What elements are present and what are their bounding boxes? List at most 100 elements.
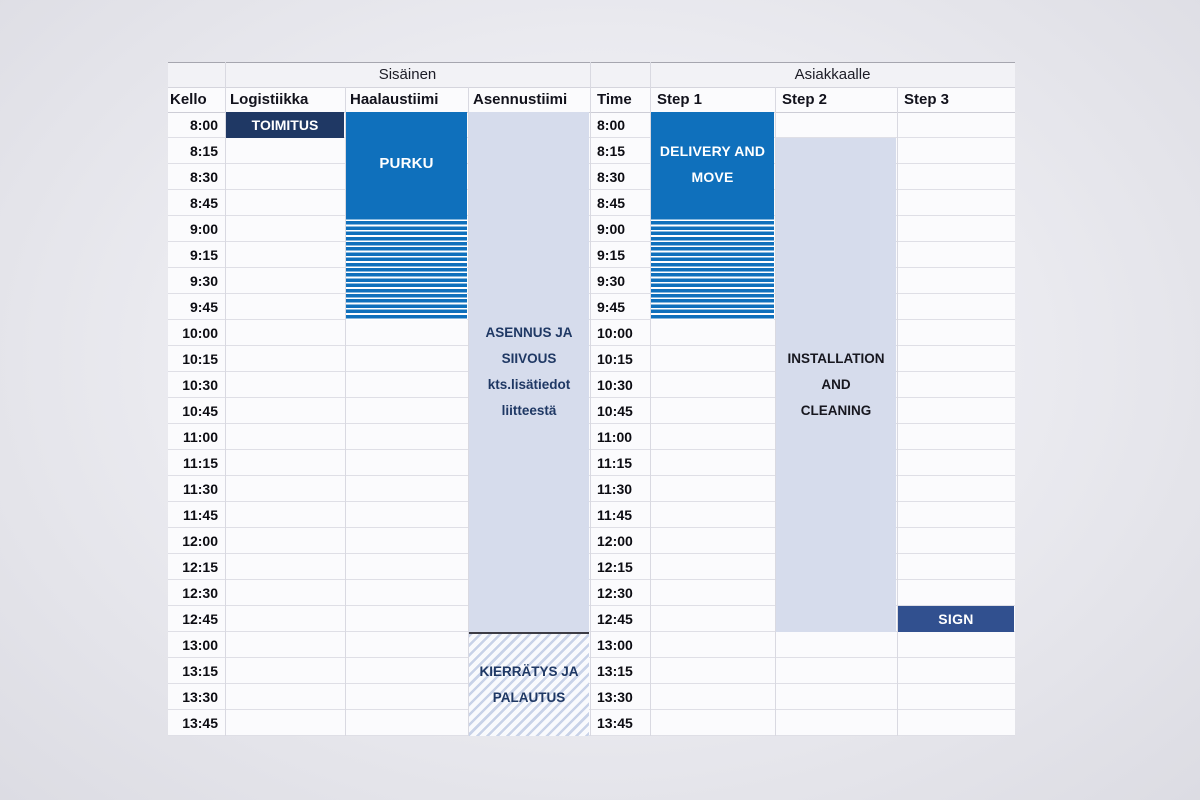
kello-time-cell[interactable]: 8:45 bbox=[189, 195, 218, 211]
time-cell[interactable]: 13:15 bbox=[597, 663, 633, 679]
kello-time-cell[interactable]: 9:00 bbox=[189, 221, 218, 237]
event-label-line: TOIMITUS bbox=[251, 117, 319, 133]
kello-time-cell[interactable]: 11:30 bbox=[182, 481, 218, 497]
event-label-line: AND bbox=[821, 377, 851, 392]
column-gridline bbox=[897, 87, 898, 736]
time-cell[interactable]: 10:30 bbox=[597, 377, 633, 393]
kello-time-cell[interactable]: 12:15 bbox=[182, 559, 218, 575]
event-label-line: PURKU bbox=[379, 155, 434, 172]
kello-time-cell[interactable]: 11:15 bbox=[182, 455, 218, 471]
event-label-line: SIIVOUS bbox=[501, 351, 557, 366]
time-cell[interactable]: 9:45 bbox=[597, 299, 626, 315]
time-cell[interactable]: 11:15 bbox=[597, 455, 633, 471]
time-cell[interactable]: 12:00 bbox=[597, 533, 633, 549]
column-header-haalaustiimi[interactable]: Haalaustiimi bbox=[350, 91, 439, 108]
kello-time-cell[interactable]: 13:15 bbox=[182, 663, 218, 679]
time-cell[interactable]: 10:45 bbox=[597, 403, 633, 419]
table-top-border bbox=[168, 62, 1015, 63]
time-cell[interactable]: 9:30 bbox=[597, 273, 626, 289]
event-label-line: kts.lisätiedot bbox=[487, 377, 571, 392]
kello-time-cell[interactable]: 11:45 bbox=[182, 507, 218, 523]
kello-time-cell[interactable]: 13:00 bbox=[182, 637, 218, 653]
time-cell[interactable]: 12:15 bbox=[597, 559, 633, 575]
time-cell[interactable]: 8:15 bbox=[597, 143, 626, 159]
time-cell[interactable]: 11:30 bbox=[597, 481, 633, 497]
schedule-row bbox=[168, 242, 1015, 268]
kello-time-cell[interactable]: 10:30 bbox=[182, 377, 218, 393]
column-header-logistiikka[interactable]: Logistiikka bbox=[230, 91, 309, 108]
schedule-row bbox=[168, 398, 1015, 424]
column-gridline bbox=[468, 87, 469, 736]
kello-time-cell[interactable]: 12:45 bbox=[182, 611, 218, 627]
asennus-ja-siivous-block[interactable]: ASENNUS JA SIIVOUS kts.lisätiedot liitteest… bbox=[469, 112, 589, 632]
time-cell[interactable]: 9:15 bbox=[597, 247, 626, 263]
time-cell[interactable]: 13:45 bbox=[597, 715, 633, 731]
time-cell[interactable]: 13:00 bbox=[597, 637, 633, 653]
column-header-asennustiimi[interactable]: Asennustiimi bbox=[473, 91, 568, 108]
column-header-step2[interactable]: Step 2 bbox=[782, 91, 828, 108]
event-label-line: ASENNUS JA bbox=[485, 325, 573, 340]
group-header-blank-time[interactable] bbox=[590, 62, 650, 87]
event-label-line: SIGN bbox=[938, 611, 974, 627]
time-cell[interactable]: 8:00 bbox=[597, 117, 626, 133]
schedule-row bbox=[168, 268, 1015, 294]
schedule-row bbox=[168, 190, 1015, 216]
kello-time-cell[interactable]: 8:00 bbox=[189, 117, 218, 133]
kello-time-cell[interactable]: 10:00 bbox=[182, 325, 218, 341]
toimitus-block[interactable]: TOIMITUS bbox=[226, 112, 344, 138]
kello-time-cell[interactable]: 9:15 bbox=[189, 247, 218, 263]
event-label-line: KIERRÄTYS JA bbox=[479, 664, 579, 679]
delivery-and-move-block[interactable]: DELIVERY AND MOVE bbox=[651, 112, 774, 216]
purku-overflow-stripes-block[interactable] bbox=[346, 216, 467, 320]
time-cell[interactable]: 12:45 bbox=[597, 611, 633, 627]
schedule-row bbox=[168, 710, 1015, 736]
time-cell[interactable]: 13:30 bbox=[597, 689, 633, 705]
column-header-divider bbox=[168, 112, 1015, 113]
group-header-divider bbox=[168, 87, 1015, 88]
group-header-sisainen[interactable]: Sisäinen bbox=[378, 66, 437, 83]
kello-time-cell[interactable]: 13:45 bbox=[182, 715, 218, 731]
sign-block[interactable]: SIGN bbox=[898, 606, 1014, 632]
group-header-row-background bbox=[168, 62, 1015, 87]
kello-time-cell[interactable]: 13:30 bbox=[182, 689, 218, 705]
time-cell[interactable]: 8:30 bbox=[597, 169, 626, 185]
purku-block[interactable]: PURKU bbox=[346, 112, 467, 216]
column-header-step3[interactable]: Step 3 bbox=[904, 91, 950, 108]
schedule-row bbox=[168, 502, 1015, 528]
schedule-row bbox=[168, 476, 1015, 502]
kello-time-cell[interactable]: 9:45 bbox=[189, 299, 218, 315]
event-label-line: INSTALLATION bbox=[787, 351, 885, 366]
schedule-row bbox=[168, 528, 1015, 554]
delivery-overflow-stripes-block[interactable] bbox=[651, 216, 774, 320]
kello-time-cell[interactable]: 10:15 bbox=[182, 351, 218, 367]
kello-time-cell[interactable]: 12:30 bbox=[182, 585, 218, 601]
installation-and-cleaning-block[interactable]: INSTALLATION AND CLEANING bbox=[776, 138, 896, 632]
kello-time-cell[interactable]: 9:30 bbox=[189, 273, 218, 289]
kierratys-ja-palautus-block[interactable]: KIERRÄTYS JA PALAUTUS bbox=[469, 632, 589, 736]
group-header-asiakkaalle[interactable]: Asiakkaalle bbox=[794, 66, 871, 83]
schedule-row bbox=[168, 294, 1015, 320]
column-header-kello[interactable]: Kello bbox=[170, 91, 207, 108]
schedule-row bbox=[168, 580, 1015, 606]
kello-time-cell[interactable]: 10:45 bbox=[182, 403, 218, 419]
schedule-row bbox=[168, 632, 1015, 658]
time-cell[interactable]: 9:00 bbox=[597, 221, 626, 237]
schedule-row bbox=[168, 372, 1015, 398]
kello-time-cell[interactable]: 8:30 bbox=[189, 169, 218, 185]
time-cell[interactable]: 10:15 bbox=[597, 351, 633, 367]
time-cell[interactable]: 8:45 bbox=[597, 195, 626, 211]
schedule-row bbox=[168, 216, 1015, 242]
kello-time-cell[interactable]: 8:15 bbox=[189, 143, 218, 159]
event-label-line: MOVE bbox=[691, 169, 734, 185]
time-cell[interactable]: 11:00 bbox=[597, 429, 633, 445]
time-cell[interactable]: 12:30 bbox=[597, 585, 633, 601]
time-cell[interactable]: 10:00 bbox=[597, 325, 633, 341]
column-gridline bbox=[225, 62, 226, 736]
column-header-time[interactable]: Time bbox=[597, 91, 632, 108]
group-header-blank-kello[interactable] bbox=[168, 62, 225, 87]
schedule-row bbox=[168, 450, 1015, 476]
kello-time-cell[interactable]: 12:00 bbox=[182, 533, 218, 549]
column-header-step1[interactable]: Step 1 bbox=[657, 91, 703, 108]
time-cell[interactable]: 11:45 bbox=[597, 507, 633, 523]
kello-time-cell[interactable]: 11:00 bbox=[182, 429, 218, 445]
